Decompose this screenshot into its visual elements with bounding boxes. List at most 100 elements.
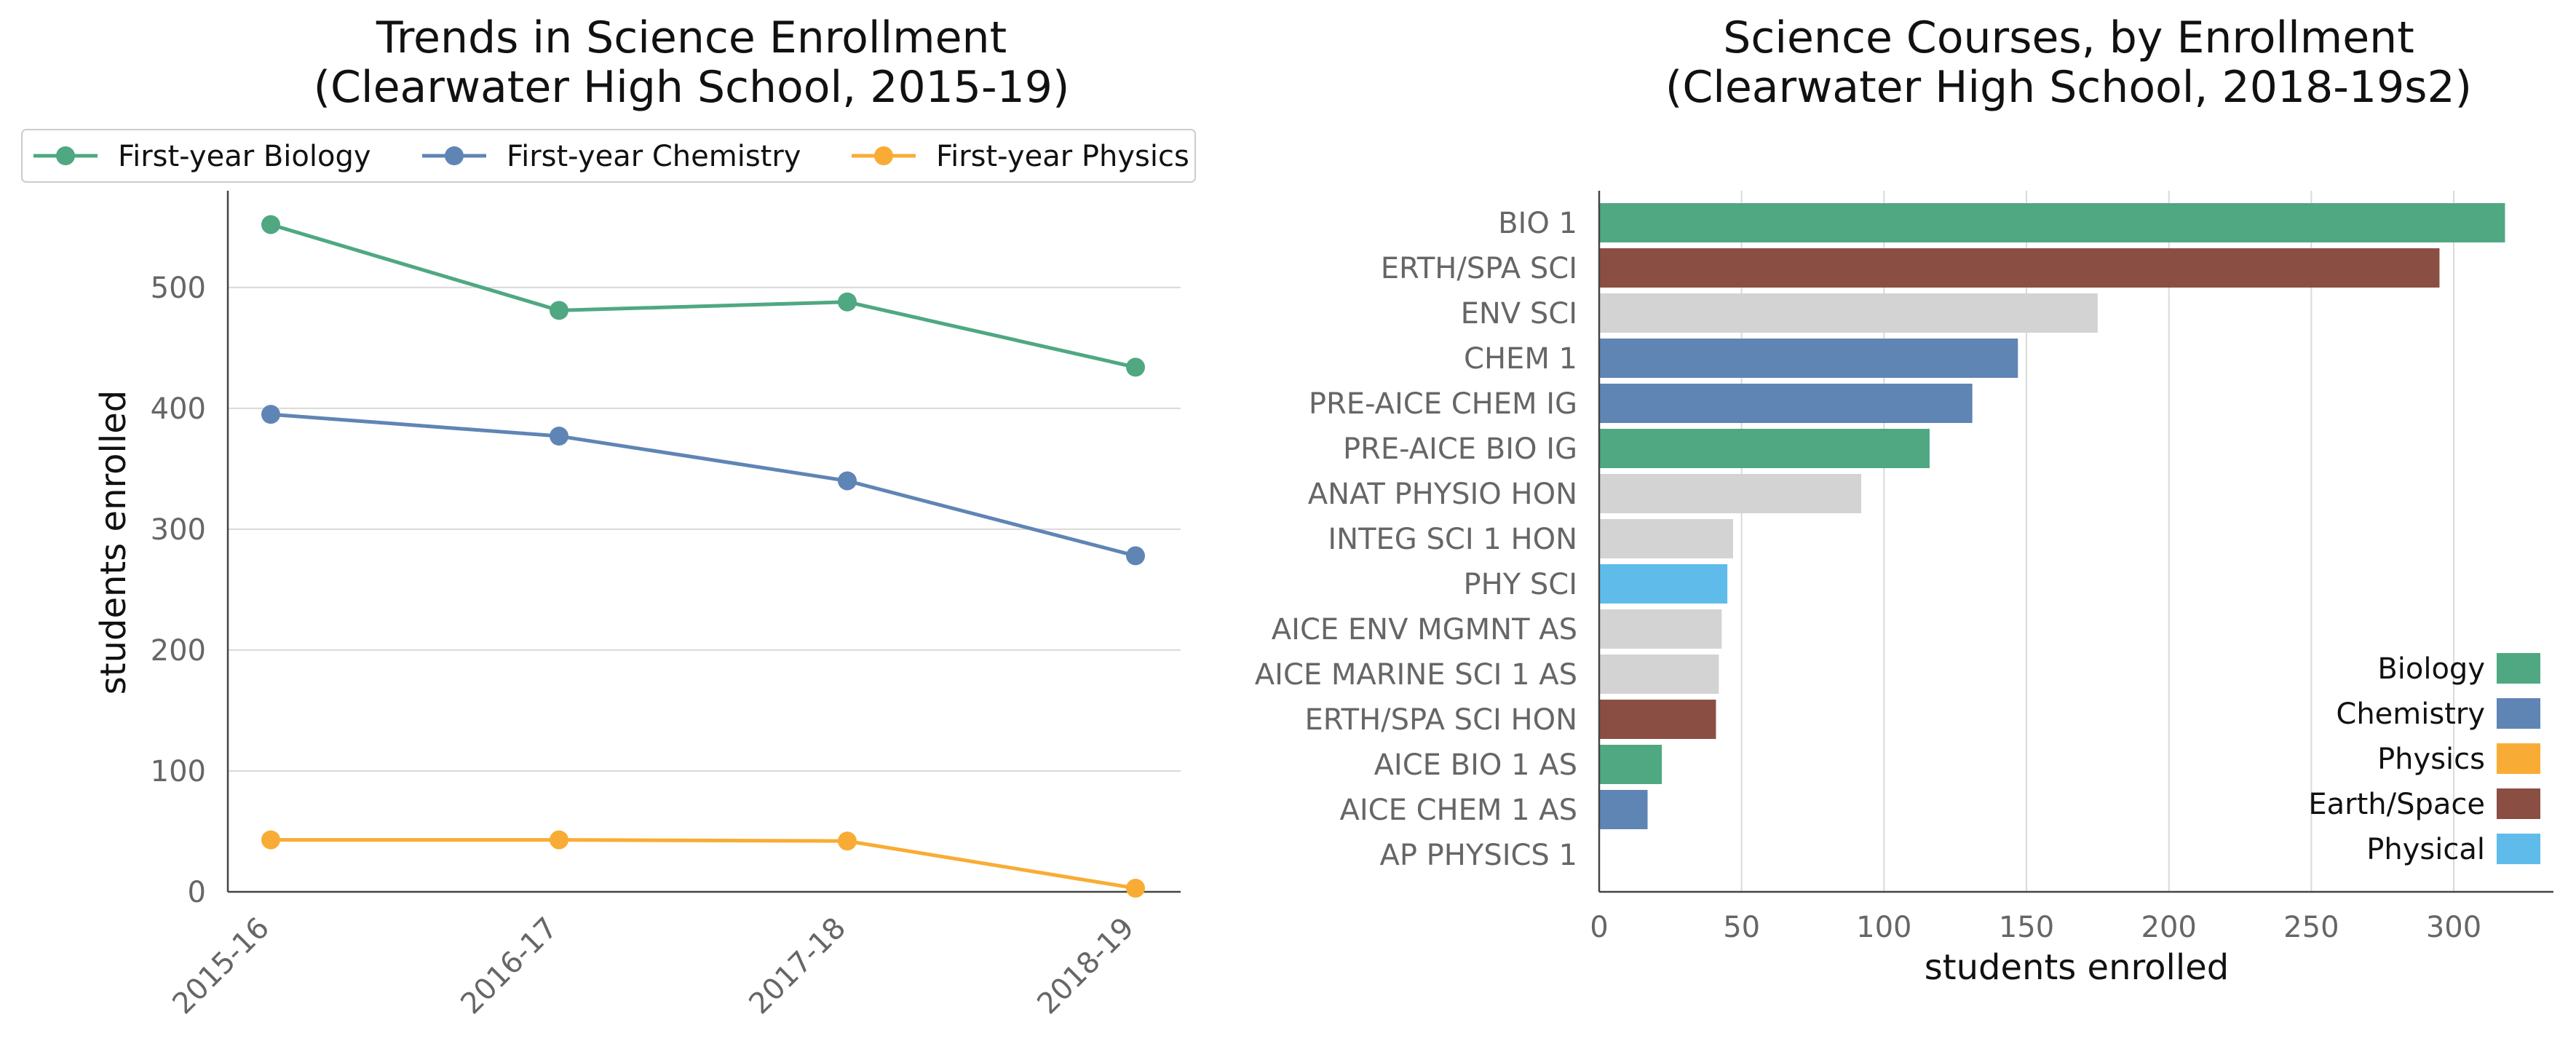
x-tick-label: 2015-16 <box>166 911 276 1021</box>
x-tick-label: 2018-19 <box>1031 911 1141 1021</box>
category-label: CHEM 1 <box>1464 342 1577 376</box>
series-line <box>270 412 1136 558</box>
x-tick-label: 100 <box>1856 911 1911 944</box>
legend-label: Earth/Space <box>2308 788 2485 821</box>
bar-chem-1 <box>1599 339 2018 378</box>
x-tick-label: 2016-17 <box>454 911 564 1021</box>
bar-erth-spa-sci <box>1599 248 2440 288</box>
bar-chart-bars <box>1599 203 2505 829</box>
line-chart-title: Trends in Science Enrollment <box>376 12 1007 63</box>
data-point <box>1126 546 1145 566</box>
bar-chart: Science Courses, by Enrollment (Clearwat… <box>1255 12 2553 988</box>
bar-aice-chem-1-as <box>1599 790 1648 829</box>
legend-label: Physics <box>2377 743 2485 776</box>
data-point <box>1126 357 1145 377</box>
legend-swatch <box>2497 653 2540 684</box>
data-point <box>550 301 568 320</box>
y-tick-label: 400 <box>151 392 206 426</box>
bar-chart-subtitle: (Clearwater High School, 2018-19s2) <box>1665 62 2472 113</box>
category-label: ANAT PHYSIO HON <box>1308 478 1577 511</box>
line-chart-axes <box>226 191 1181 893</box>
x-tick-label: 200 <box>2141 911 2197 944</box>
y-tick-label: 100 <box>151 755 206 788</box>
legend-marker <box>56 146 75 165</box>
legend-label: First-year Physics <box>936 140 1189 173</box>
bar-phy-sci <box>1599 564 1728 604</box>
data-point <box>838 471 857 491</box>
x-tick-label: 0 <box>1590 911 1608 944</box>
legend-frame <box>21 129 1196 183</box>
legend-swatch <box>2497 743 2540 774</box>
category-label: PRE-AICE BIO IG <box>1343 432 1577 466</box>
bar-chart-axes <box>1598 191 2553 893</box>
category-label: AICE CHEM 1 AS <box>1339 794 1577 827</box>
category-label: PRE-AICE CHEM IG <box>1309 387 1577 421</box>
x-tick-label: 150 <box>1999 911 2054 944</box>
line-chart-subtitle: (Clearwater High School, 2015-19) <box>314 62 1070 113</box>
data-point <box>261 215 280 234</box>
legend-item: First-year Physics <box>852 140 1189 173</box>
x-tick-label: 300 <box>2426 911 2481 944</box>
line-chart-series <box>261 215 1145 898</box>
y-tick-label: 0 <box>188 876 206 909</box>
category-label: ENV SCI <box>1461 297 1577 331</box>
category-label: AICE BIO 1 AS <box>1374 748 1577 782</box>
series-line <box>271 838 1136 890</box>
series-first-year-biology <box>261 215 1145 377</box>
legend-swatch <box>2497 834 2540 864</box>
bar-aice-bio-1-as <box>1599 745 1662 784</box>
bar-bio-1 <box>1599 203 2505 242</box>
line-chart: Trends in Science Enrollment (Clearwater… <box>21 12 1196 1021</box>
x-tick-label: 50 <box>1723 911 1760 944</box>
category-label: BIO 1 <box>1498 207 1577 240</box>
category-label: PHY SCI <box>1464 568 1577 601</box>
bar-aice-env-mgmnt-as <box>1599 609 1722 649</box>
legend-item: First-year Biology <box>33 140 371 173</box>
legend-swatch <box>2497 788 2540 819</box>
category-label: ERTH/SPA SCI HON <box>1305 703 1578 737</box>
y-tick-label: 200 <box>151 634 206 668</box>
series-first-year-chemistry <box>261 405 1145 566</box>
legend-item: Physics <box>2377 743 2540 776</box>
bar-chart-x-ticks: 0 50 100 150 200 250 300 <box>1590 911 2481 944</box>
category-label: AICE MARINE SCI 1 AS <box>1255 658 1577 692</box>
bar-erth-spa-sci-hon <box>1599 700 1716 739</box>
legend-item: Earth/Space <box>2308 788 2540 821</box>
data-point <box>838 292 857 312</box>
data-point <box>1126 879 1145 898</box>
data-point <box>261 405 280 424</box>
legend-marker <box>445 146 464 165</box>
bar-pre-aice-bio-ig <box>1599 429 1930 468</box>
x-tick-label: 2017-18 <box>742 911 852 1021</box>
bar-chart-legend: Biology Chemistry Physics Earth/Space Physic… <box>2308 652 2540 866</box>
category-label: INTEG SCI 1 HON <box>1328 523 1577 556</box>
legend-label: Physical <box>2366 833 2485 866</box>
data-point <box>550 830 568 850</box>
line-chart-y-ticks: 0 100 200 300 400 500 <box>151 272 206 909</box>
legend-item: Chemistry <box>2336 697 2540 731</box>
x-tick-label: 250 <box>2283 911 2339 944</box>
series-first-year-physics <box>261 830 1145 898</box>
data-point <box>261 830 280 850</box>
line-chart-legend: First-year Biology First-year Chemistry Fi… <box>21 129 1196 183</box>
legend-item: First-year Chemistry <box>422 140 801 173</box>
legend-swatch <box>2497 698 2540 729</box>
line-chart-gridlines <box>228 286 1181 772</box>
legend-item: Physical <box>2366 833 2540 866</box>
legend-marker <box>874 146 893 165</box>
bar-anat-physio-hon <box>1599 474 1862 513</box>
legend-label: Chemistry <box>2336 697 2485 731</box>
series-line <box>270 223 1136 369</box>
data-point <box>550 427 568 446</box>
legend-item: Biology <box>2377 652 2540 686</box>
legend-label: First-year Chemistry <box>507 140 801 173</box>
bar-env-sci <box>1599 293 2098 333</box>
bar-chart-category-labels: BIO 1 ERTH/SPA SCI ENV SCI CHEM 1 PRE-AICE C… <box>1255 207 1577 872</box>
bar-integ-sci-1-hon <box>1599 519 1733 558</box>
bar-aice-marine-sci-1-as <box>1599 654 1719 694</box>
data-point <box>838 831 857 851</box>
category-label: AP PHYSICS 1 <box>1379 839 1577 872</box>
bar-chart-title: Science Courses, by Enrollment <box>1723 12 2414 63</box>
bar-chart-x-axis-label: students enrolled <box>1925 947 2229 988</box>
